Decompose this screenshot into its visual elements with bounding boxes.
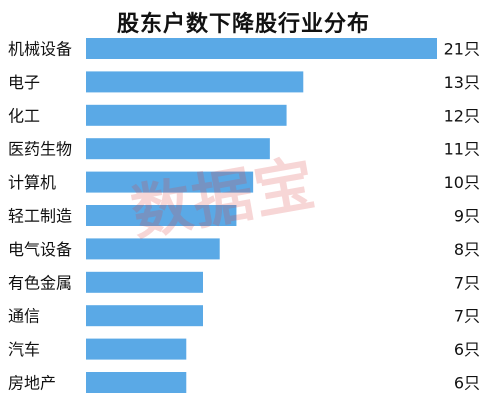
value-label: 11只 (444, 140, 480, 159)
category-label: 轻工制造 (8, 207, 72, 226)
value-label: 21只 (444, 40, 480, 59)
value-label: 9只 (454, 207, 480, 226)
bar (86, 338, 187, 360)
value-label: 7只 (454, 307, 480, 326)
category-label: 机械设备 (8, 40, 72, 59)
bar (86, 38, 437, 59)
value-label: 7只 (454, 273, 480, 292)
bar (86, 271, 203, 293)
bar (86, 238, 220, 260)
category-label: 计算机 (8, 173, 56, 192)
bar (86, 138, 270, 160)
value-label: 13只 (444, 73, 480, 92)
category-label: 房地产 (8, 374, 56, 393)
bar (86, 305, 203, 327)
bar (86, 71, 304, 93)
category-label: 电子 (8, 73, 40, 92)
bar (86, 104, 287, 126)
bar (86, 171, 254, 193)
category-label: 医药生物 (8, 140, 72, 159)
bar (86, 372, 187, 393)
value-label: 12只 (444, 106, 480, 125)
bar (86, 205, 237, 226)
value-label: 8只 (454, 240, 480, 259)
category-label: 通信 (8, 307, 40, 326)
category-label: 汽车 (8, 340, 40, 359)
value-label: 6只 (454, 374, 480, 393)
category-label: 化工 (8, 106, 40, 125)
value-label: 6只 (454, 340, 480, 359)
category-label: 电气设备 (8, 240, 72, 259)
value-label: 10只 (444, 173, 480, 192)
chart-title: 股东户数下降股行业分布 (116, 12, 370, 37)
category-label: 有色金属 (8, 273, 72, 292)
